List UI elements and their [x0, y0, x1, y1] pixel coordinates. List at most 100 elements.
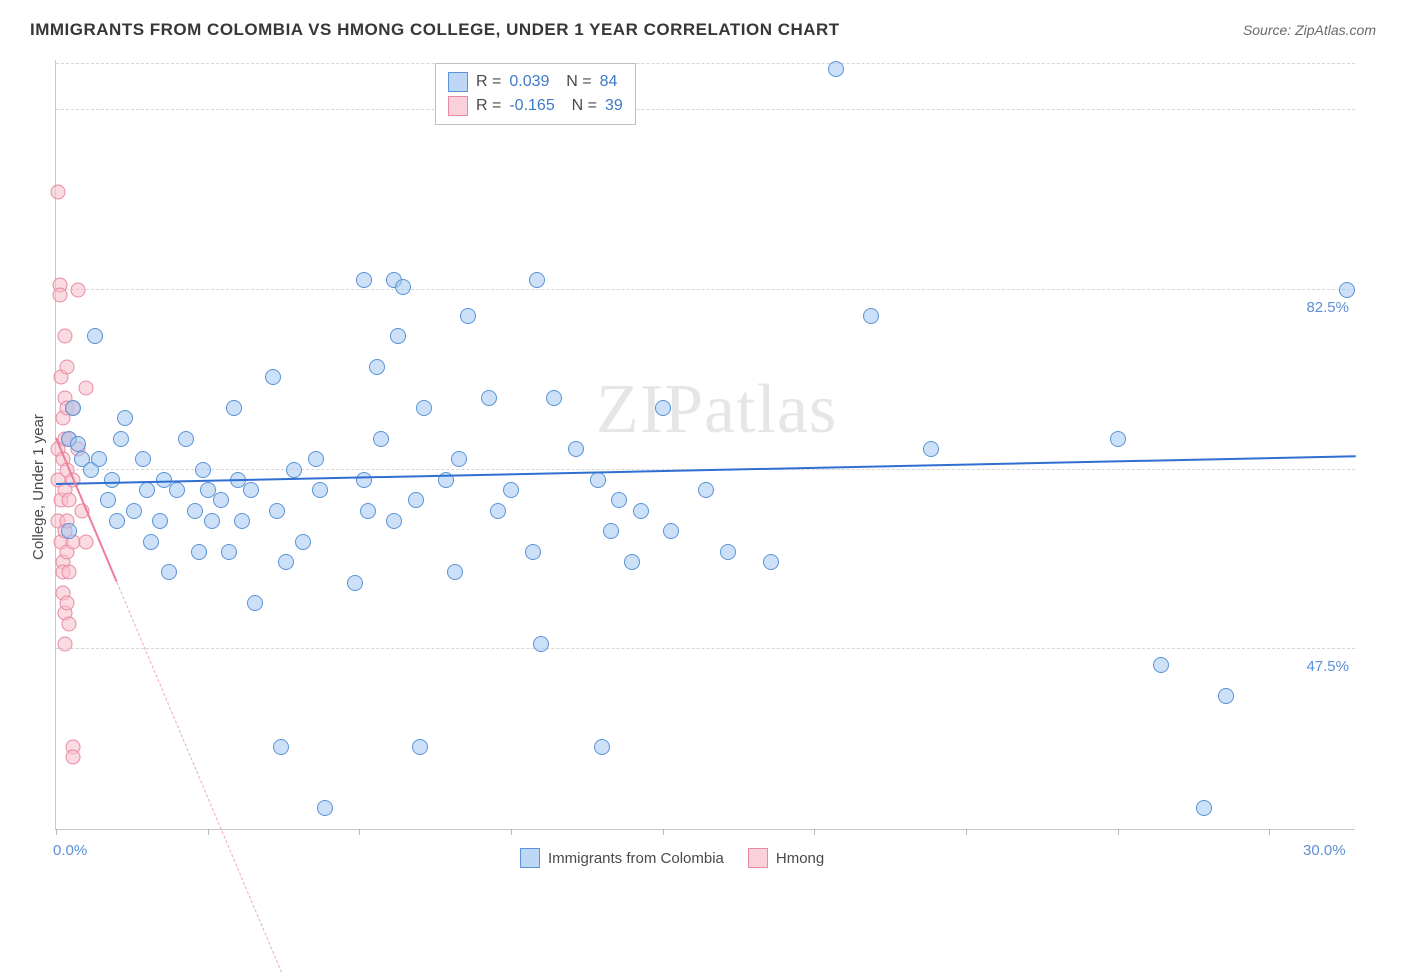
data-point	[169, 482, 185, 498]
data-point	[594, 739, 610, 755]
data-point	[126, 503, 142, 519]
data-point	[460, 308, 476, 324]
stat-r-value: 0.039	[509, 73, 549, 91]
stats-row: R = 0.039 N = 84	[448, 70, 623, 94]
data-point	[546, 390, 562, 406]
data-point	[57, 637, 72, 652]
data-point	[1339, 282, 1355, 298]
data-point	[1218, 688, 1234, 704]
stat-n-label: N =	[563, 97, 597, 115]
data-point	[698, 482, 714, 498]
data-point	[62, 616, 77, 631]
legend-item: Immigrants from Colombia	[520, 848, 724, 868]
data-point	[633, 503, 649, 519]
series-legend: Immigrants from Colombia Hmong	[520, 848, 824, 868]
data-point	[143, 534, 159, 550]
data-point	[247, 595, 263, 611]
legend-swatch-icon	[448, 72, 468, 92]
x-tick	[56, 829, 57, 835]
data-point	[61, 523, 77, 539]
data-point	[481, 390, 497, 406]
chart-title: IMMIGRANTS FROM COLOMBIA VS HMONG COLLEG…	[30, 20, 840, 40]
data-point	[59, 596, 74, 611]
gridline	[56, 289, 1355, 290]
scatter-plot-area: ZIPatlas 47.5%82.5%	[55, 60, 1355, 830]
data-point	[62, 565, 77, 580]
data-point	[295, 534, 311, 550]
data-point	[490, 503, 506, 519]
data-point	[59, 360, 74, 375]
stat-n-value: 39	[605, 97, 623, 115]
data-point	[79, 534, 94, 549]
data-point	[109, 513, 125, 529]
stat-r-label: R =	[476, 73, 501, 91]
data-point	[373, 431, 389, 447]
x-tick	[359, 829, 360, 835]
data-point	[720, 544, 736, 560]
y-axis-label: College, Under 1 year	[30, 414, 47, 560]
x-tick	[1118, 829, 1119, 835]
data-point	[317, 800, 333, 816]
correlation-stats-box: R = 0.039 N = 84R = -0.165 N = 39	[435, 63, 636, 125]
data-point	[663, 523, 679, 539]
data-point	[763, 554, 779, 570]
data-point	[87, 328, 103, 344]
source-label: Source:	[1243, 22, 1291, 38]
data-point	[1153, 657, 1169, 673]
title-row: IMMIGRANTS FROM COLOMBIA VS HMONG COLLEG…	[30, 20, 1376, 40]
gridline	[56, 648, 1355, 649]
y-tick-label: 82.5%	[1306, 299, 1349, 316]
gridline	[56, 109, 1355, 110]
x-tick	[814, 829, 815, 835]
trend-line	[116, 582, 282, 972]
data-point	[226, 400, 242, 416]
data-point	[104, 472, 120, 488]
data-point	[221, 544, 237, 560]
data-point	[312, 482, 328, 498]
data-point	[447, 564, 463, 580]
data-point	[135, 451, 151, 467]
legend-item: Hmong	[748, 848, 824, 868]
stat-r-value: -0.165	[509, 97, 554, 115]
data-point	[1110, 431, 1126, 447]
stat-n-label: N =	[557, 73, 591, 91]
data-point	[195, 462, 211, 478]
watermark: ZIPatlas	[596, 370, 837, 450]
data-point	[590, 472, 606, 488]
data-point	[503, 482, 519, 498]
data-point	[113, 431, 129, 447]
x-tick	[966, 829, 967, 835]
data-point	[53, 288, 68, 303]
data-point	[308, 451, 324, 467]
data-point	[204, 513, 220, 529]
x-tick	[208, 829, 209, 835]
data-point	[828, 61, 844, 77]
legend-swatch-icon	[520, 848, 540, 868]
data-point	[923, 441, 939, 457]
stats-row: R = -0.165 N = 39	[448, 94, 623, 118]
data-point	[390, 328, 406, 344]
data-point	[57, 329, 72, 344]
data-point	[70, 436, 86, 452]
data-point	[234, 513, 250, 529]
data-point	[356, 472, 372, 488]
legend-swatch-icon	[448, 96, 468, 116]
data-point	[178, 431, 194, 447]
data-point	[269, 503, 285, 519]
data-point	[65, 400, 81, 416]
data-point	[273, 739, 289, 755]
data-point	[51, 185, 66, 200]
stat-r-label: R =	[476, 97, 501, 115]
data-point	[117, 410, 133, 426]
legend-label: Immigrants from Colombia	[548, 850, 724, 867]
data-point	[152, 513, 168, 529]
data-point	[265, 369, 281, 385]
legend-swatch-icon	[748, 848, 768, 868]
legend-label: Hmong	[776, 850, 824, 867]
data-point	[62, 493, 77, 508]
gridline	[56, 63, 1355, 64]
source-name: ZipAtlas.com	[1295, 22, 1376, 38]
data-point	[66, 750, 81, 765]
x-tick	[663, 829, 664, 835]
data-point	[286, 462, 302, 478]
